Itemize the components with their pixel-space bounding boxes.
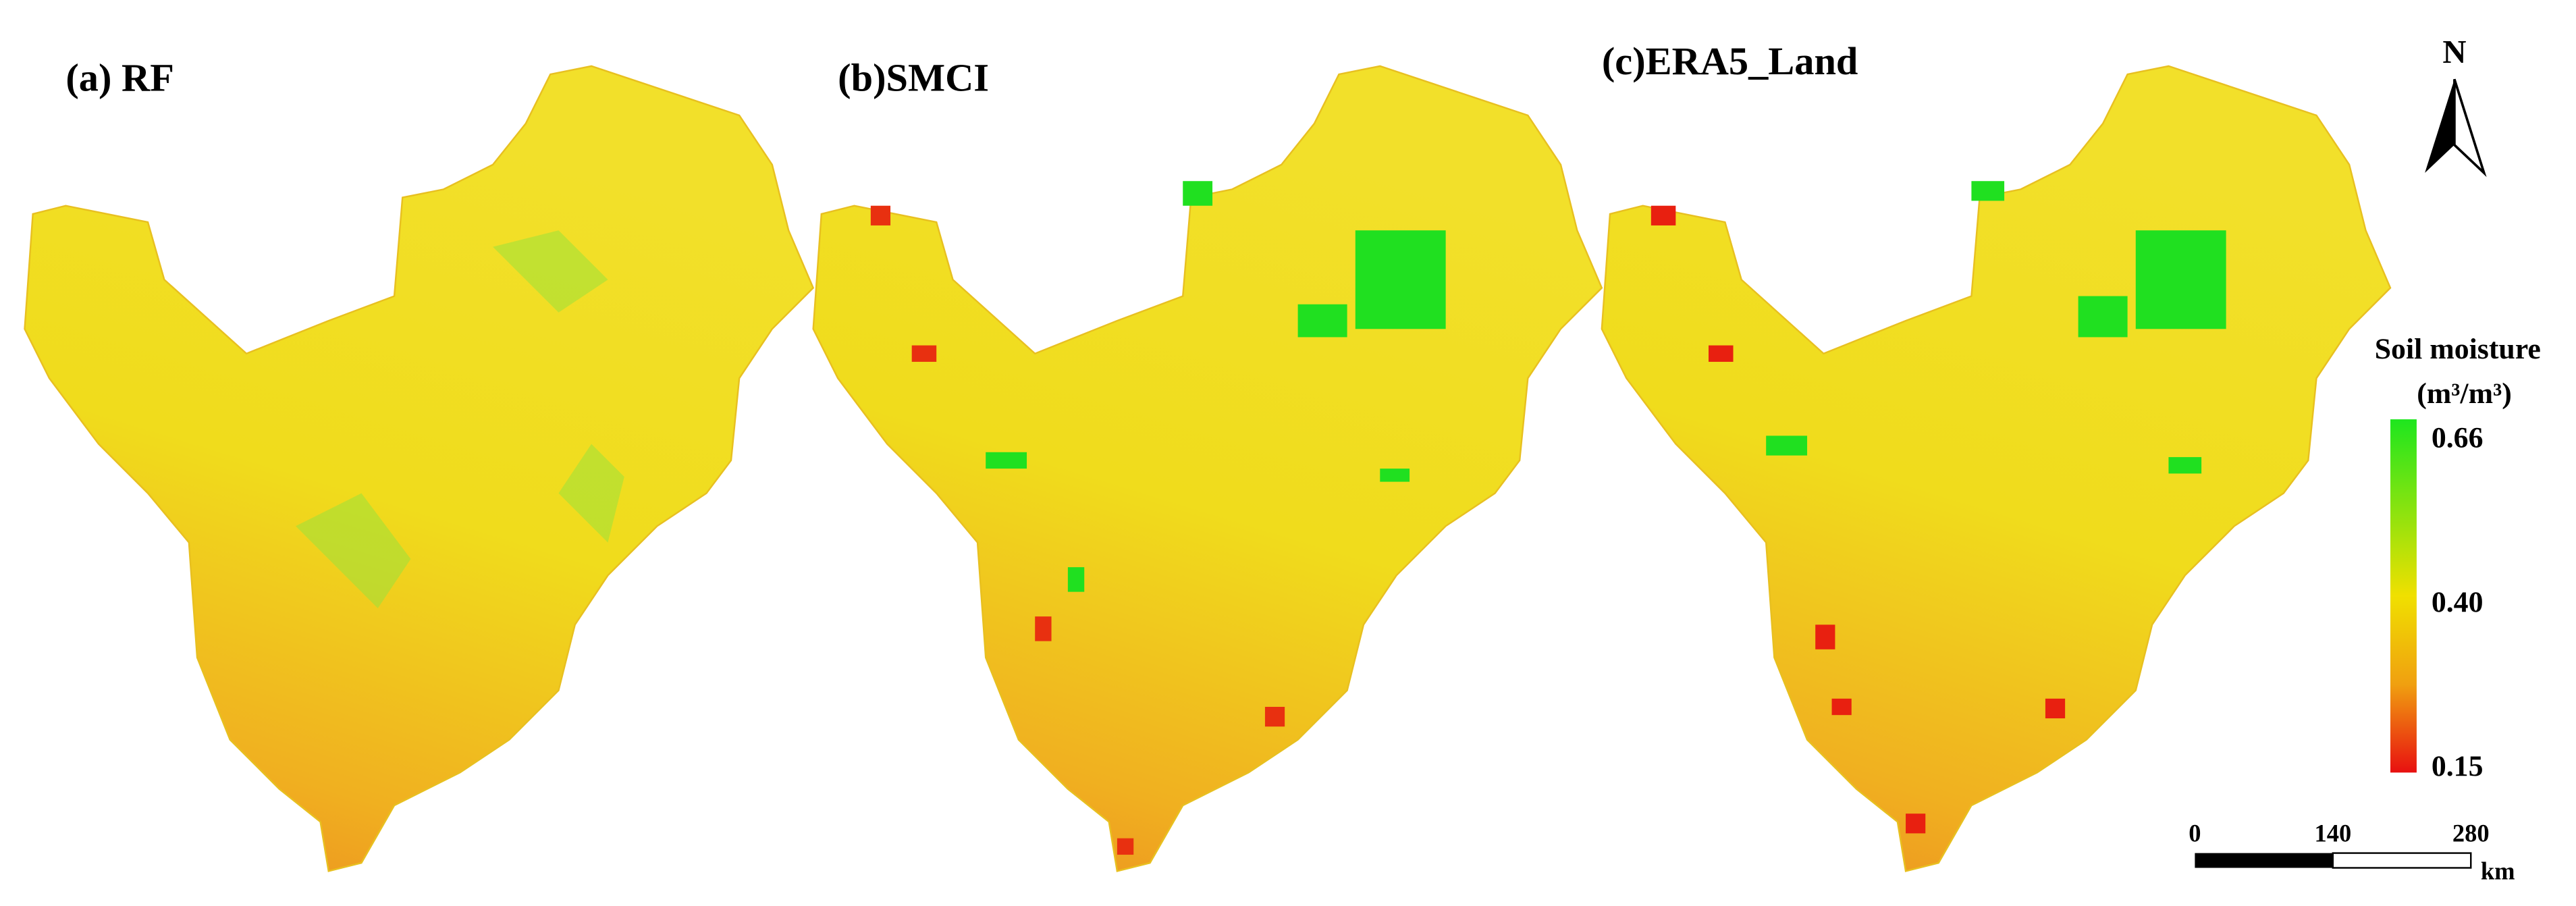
color-bar bbox=[2390, 419, 2417, 773]
north-label: N bbox=[2442, 34, 2466, 70]
scale-unit: km bbox=[2481, 857, 2515, 885]
legend: Soil moisture (m³/m³) 0.66 0.40 0.15 bbox=[2375, 333, 2541, 782]
scale-label: 0 bbox=[2189, 820, 2201, 847]
panel-title: (a) RF bbox=[65, 55, 174, 99]
legend-unit: (m³/m³) bbox=[2417, 377, 2512, 410]
panel-title: (b)SMCI bbox=[838, 55, 989, 99]
map-rf bbox=[25, 66, 813, 872]
legend-title: Soil moisture bbox=[2375, 333, 2541, 365]
north-arrow: N bbox=[2425, 34, 2487, 178]
scale-label: 280 bbox=[2452, 820, 2490, 847]
legend-label: 0.40 bbox=[2432, 586, 2484, 618]
map-smci bbox=[813, 66, 1602, 872]
scale-label: 140 bbox=[2314, 820, 2351, 847]
panel-title: (c)ERA5_Land bbox=[1602, 39, 1858, 83]
map-era5-land bbox=[1602, 66, 2390, 872]
legend-label: 0.15 bbox=[2432, 750, 2484, 782]
legend-label: 0.66 bbox=[2432, 421, 2484, 454]
scale-bar: 0 140 280 km bbox=[2189, 820, 2515, 885]
